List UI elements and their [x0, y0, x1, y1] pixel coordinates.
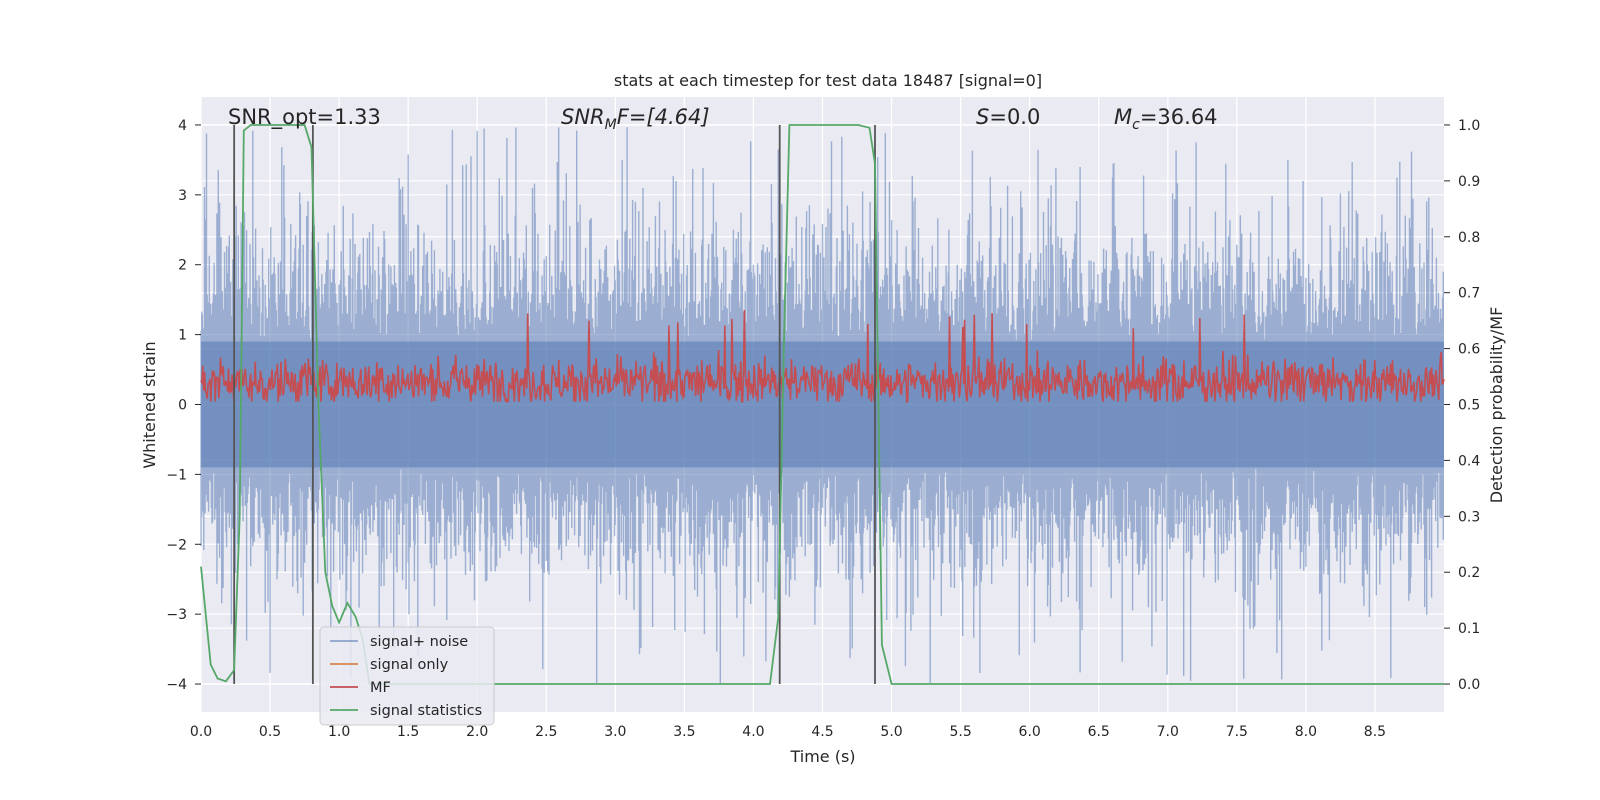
x-tick-label: 1.0	[328, 724, 350, 740]
annotation-mc-label: M	[1114, 105, 1132, 129]
annotation-snr-mf: SNRMF=[4.64]	[561, 105, 710, 133]
y-right-tick-label: 0.7	[1458, 286, 1480, 302]
y-tick-label: 2	[178, 258, 187, 274]
annotation-s: S=0.0	[976, 105, 1040, 129]
y-right-tick-label: 0.6	[1458, 342, 1480, 358]
x-tick-label: 5.5	[949, 724, 971, 740]
annotation-s-label: S	[976, 105, 989, 129]
legend-label: MF	[370, 680, 391, 696]
signal-noise-series	[200, 127, 1444, 684]
x-tick-label: 2.5	[535, 724, 557, 740]
chart-title: stats at each timestep for test data 184…	[614, 71, 1042, 90]
annotation-mc-value: =36.64	[1140, 105, 1218, 129]
legend-label: signal+ noise	[370, 634, 468, 650]
x-tick-label: 6.0	[1019, 724, 1041, 740]
x-tick-label: 8.0	[1295, 724, 1317, 740]
y-right-tick-label: 0.9	[1458, 174, 1480, 190]
y-right-tick-label: 1.0	[1458, 118, 1480, 134]
legend: signal+ noise signal only MF signal statist…	[319, 626, 495, 726]
x-tick-label: 7.5	[1226, 724, 1248, 740]
mf-series	[200, 309, 1445, 404]
x-tick-label: 4.5	[811, 724, 833, 740]
annotation-mc-sub: c	[1132, 117, 1140, 133]
y-tick-label: 0	[178, 398, 187, 414]
y-tick-label: −1	[166, 467, 187, 483]
x-tick-label: 0.0	[190, 724, 212, 740]
annotation-mc: Mc=36.64	[1114, 105, 1218, 133]
x-tick-label: 3.0	[604, 724, 626, 740]
legend-label: signal statistics	[370, 703, 482, 719]
y-tick-label: −2	[166, 537, 187, 553]
annotation-snr-mf-sub: M	[605, 117, 617, 133]
annotation-snr-mf-label: SNR	[561, 105, 605, 129]
legend-label: signal only	[370, 657, 449, 673]
y-right-tick-label: 0.0	[1458, 677, 1480, 693]
x-axis-label: Time (s)	[789, 747, 855, 766]
x-tick-label: 2.0	[466, 724, 488, 740]
y-tick-label: −4	[166, 677, 187, 693]
y-tick-label: 4	[178, 118, 187, 134]
y-tick-label: 3	[178, 188, 187, 204]
y-axis-left-label: Whitened strain	[140, 341, 159, 468]
y-tick-label: 1	[178, 328, 187, 344]
signal-noise-core	[201, 341, 1444, 468]
y-right-tick-label: 0.3	[1458, 509, 1480, 525]
x-tick-label: 8.5	[1364, 724, 1386, 740]
y-right-tick-label: 0.1	[1458, 621, 1480, 637]
x-tick-label: 1.5	[397, 724, 419, 740]
x-tick-label: 7.0	[1157, 724, 1179, 740]
legend-box	[319, 626, 495, 726]
y-right-tick-label: 0.4	[1458, 453, 1480, 469]
x-tick-label: 5.0	[880, 724, 902, 740]
x-tick-label: 3.5	[673, 724, 695, 740]
annotation-snr-opt: SNR_opt=1.33	[228, 105, 381, 130]
y-ticks-left: 4 3 2 1 0 −1 −2 −3 −4	[166, 118, 201, 693]
mf-line	[200, 309, 1445, 404]
annotation-s-value: =0.0	[989, 105, 1040, 129]
x-tick-label: 4.0	[742, 724, 764, 740]
y-right-tick-label: 0.2	[1458, 565, 1480, 581]
annotation-snr-mf-value: F=[4.64]	[617, 105, 710, 129]
x-tick-label: 0.5	[259, 724, 281, 740]
x-tick-label: 6.5	[1088, 724, 1110, 740]
y-axis-right-label: Detection probability/MF	[1487, 307, 1506, 504]
y-right-tick-label: 0.8	[1458, 230, 1480, 246]
y-right-tick-label: 0.5	[1458, 398, 1480, 414]
y-tick-label: −3	[166, 607, 187, 623]
x-ticks: 0.0 0.5 1.0 1.5 2.0 2.5 3.0 3.5 4.0 4.5 5.0 5.5 6.0 6…	[190, 724, 1386, 740]
y-ticks-right: 1.0 0.9 0.8 0.7 0.6 0.5 0.4 0.3 0.2 0.1 0.0	[1444, 118, 1480, 693]
